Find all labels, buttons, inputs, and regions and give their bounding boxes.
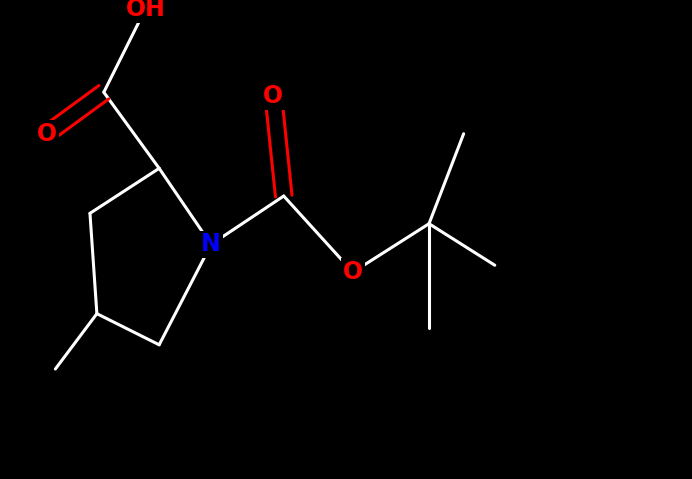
Text: O: O [263,84,284,108]
Text: O: O [343,260,363,284]
Text: O: O [37,122,57,146]
Text: N: N [201,232,221,256]
Text: OH: OH [125,0,165,21]
